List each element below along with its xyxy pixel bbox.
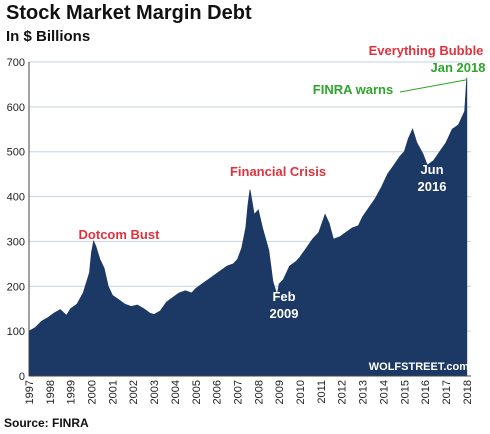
x-tick-label: 2009 — [274, 380, 286, 404]
x-tick-label: 2008 — [253, 380, 265, 404]
x-tick-label: 2014 — [378, 380, 390, 404]
x-tick-label: 2011 — [316, 380, 328, 404]
annotation-label: 2009 — [270, 306, 299, 321]
annotation-label: Feb — [272, 289, 295, 304]
margin-debt-area — [28, 77, 468, 377]
x-tick-label: 2003 — [149, 380, 161, 404]
chart-title: Stock Market Margin Debt — [6, 2, 252, 24]
y-tick-label: 700 — [7, 57, 25, 69]
x-tick-label: 2015 — [399, 380, 411, 404]
x-tick-label: 2017 — [441, 380, 453, 404]
annotation-label: 2016 — [418, 179, 447, 194]
x-tick-label: 2010 — [295, 380, 307, 404]
finra-pointer-line — [399, 79, 467, 93]
annotation-label: Jan 2018 — [431, 60, 486, 75]
annotation-label: Everything Bubble — [369, 43, 484, 58]
y-tick-label: 300 — [7, 236, 25, 248]
y-tick-label: 200 — [7, 281, 25, 293]
x-tick-label: 2012 — [337, 380, 349, 404]
x-tick-label: 2018 — [462, 380, 474, 404]
x-tick-label: 2006 — [212, 380, 224, 404]
x-tick-label: 2004 — [170, 380, 182, 404]
x-tick-label: 2007 — [232, 380, 244, 404]
source-label: Source: FINRA — [4, 416, 89, 430]
annotation-label: Dotcom Bust — [79, 227, 161, 242]
x-tick-label: 2001 — [107, 380, 119, 404]
chart-subtitle: In $ Billions — [6, 28, 91, 45]
x-tick-label: 1998 — [45, 380, 57, 404]
x-tick-label: 1997 — [24, 380, 36, 404]
annotation-label: Jun — [420, 162, 443, 177]
y-tick-label: 400 — [7, 192, 25, 204]
x-tick-label: 1999 — [66, 380, 78, 404]
x-tick-label: 2013 — [358, 380, 370, 404]
x-tick-label: 2000 — [87, 380, 99, 404]
y-tick-label: 0 — [19, 371, 25, 383]
annotation-label: FINRA warns — [313, 82, 393, 97]
y-tick-label: 100 — [7, 326, 25, 338]
y-tick-label: 500 — [7, 147, 25, 159]
x-tick-label: 2002 — [128, 380, 140, 404]
x-tick-label: 2005 — [191, 380, 203, 404]
y-tick-label: 600 — [7, 102, 25, 114]
annotation-label: Financial Crisis — [230, 164, 326, 179]
x-tick-label: 2016 — [420, 380, 432, 404]
watermark: WOLFSTREET.com — [369, 361, 469, 373]
